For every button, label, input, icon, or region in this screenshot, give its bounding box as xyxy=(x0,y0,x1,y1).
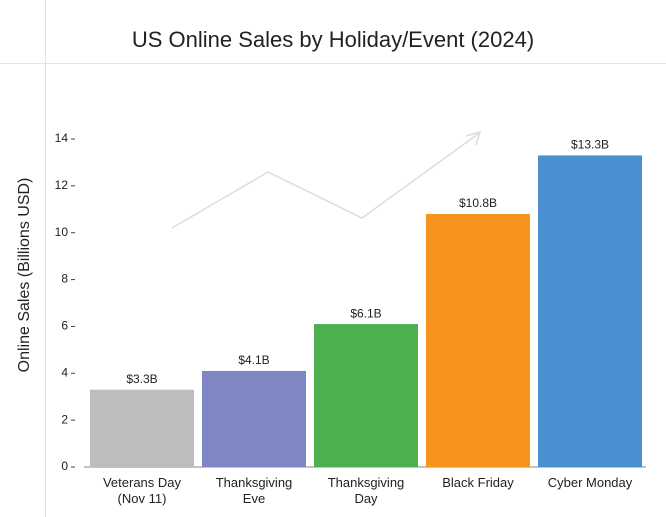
x-tick-label: Veterans Day (Nov 11) xyxy=(102,475,182,506)
y-tick-label: 14 xyxy=(55,131,69,145)
trend-arrow xyxy=(171,130,482,229)
value-label: $10.8B xyxy=(459,196,497,210)
x-tick-label: Thanksgiving Eve xyxy=(215,475,293,506)
bar xyxy=(538,155,642,467)
y-tick-label: 0 xyxy=(61,459,68,473)
value-label: $13.3B xyxy=(571,138,609,152)
x-tick-label: Black Friday xyxy=(442,475,514,490)
trend-arrowhead xyxy=(465,130,482,146)
y-tick-label: 8 xyxy=(61,272,68,286)
value-label: $4.1B xyxy=(238,353,269,367)
y-tick-label: 6 xyxy=(61,319,68,333)
value-label: $6.1B xyxy=(350,306,381,320)
x-tick-label: Cyber Monday xyxy=(547,475,633,490)
bar xyxy=(426,213,530,467)
y-tick-label: 2 xyxy=(61,412,68,426)
bar xyxy=(202,370,306,467)
y-axis-label: Online Sales (Billions USD) xyxy=(16,178,33,373)
y-tick-label: 10 xyxy=(55,225,69,239)
x-tick-label: Thanksgiving Day xyxy=(327,475,405,506)
chart-title: US Online Sales by Holiday/Event (2024) xyxy=(132,27,534,52)
y-tick-label: 4 xyxy=(61,365,68,379)
bar xyxy=(90,389,194,467)
bar xyxy=(314,324,418,467)
value-label: $3.3B xyxy=(126,372,157,386)
y-tick-label: 12 xyxy=(55,178,69,192)
trend-line xyxy=(171,133,479,229)
